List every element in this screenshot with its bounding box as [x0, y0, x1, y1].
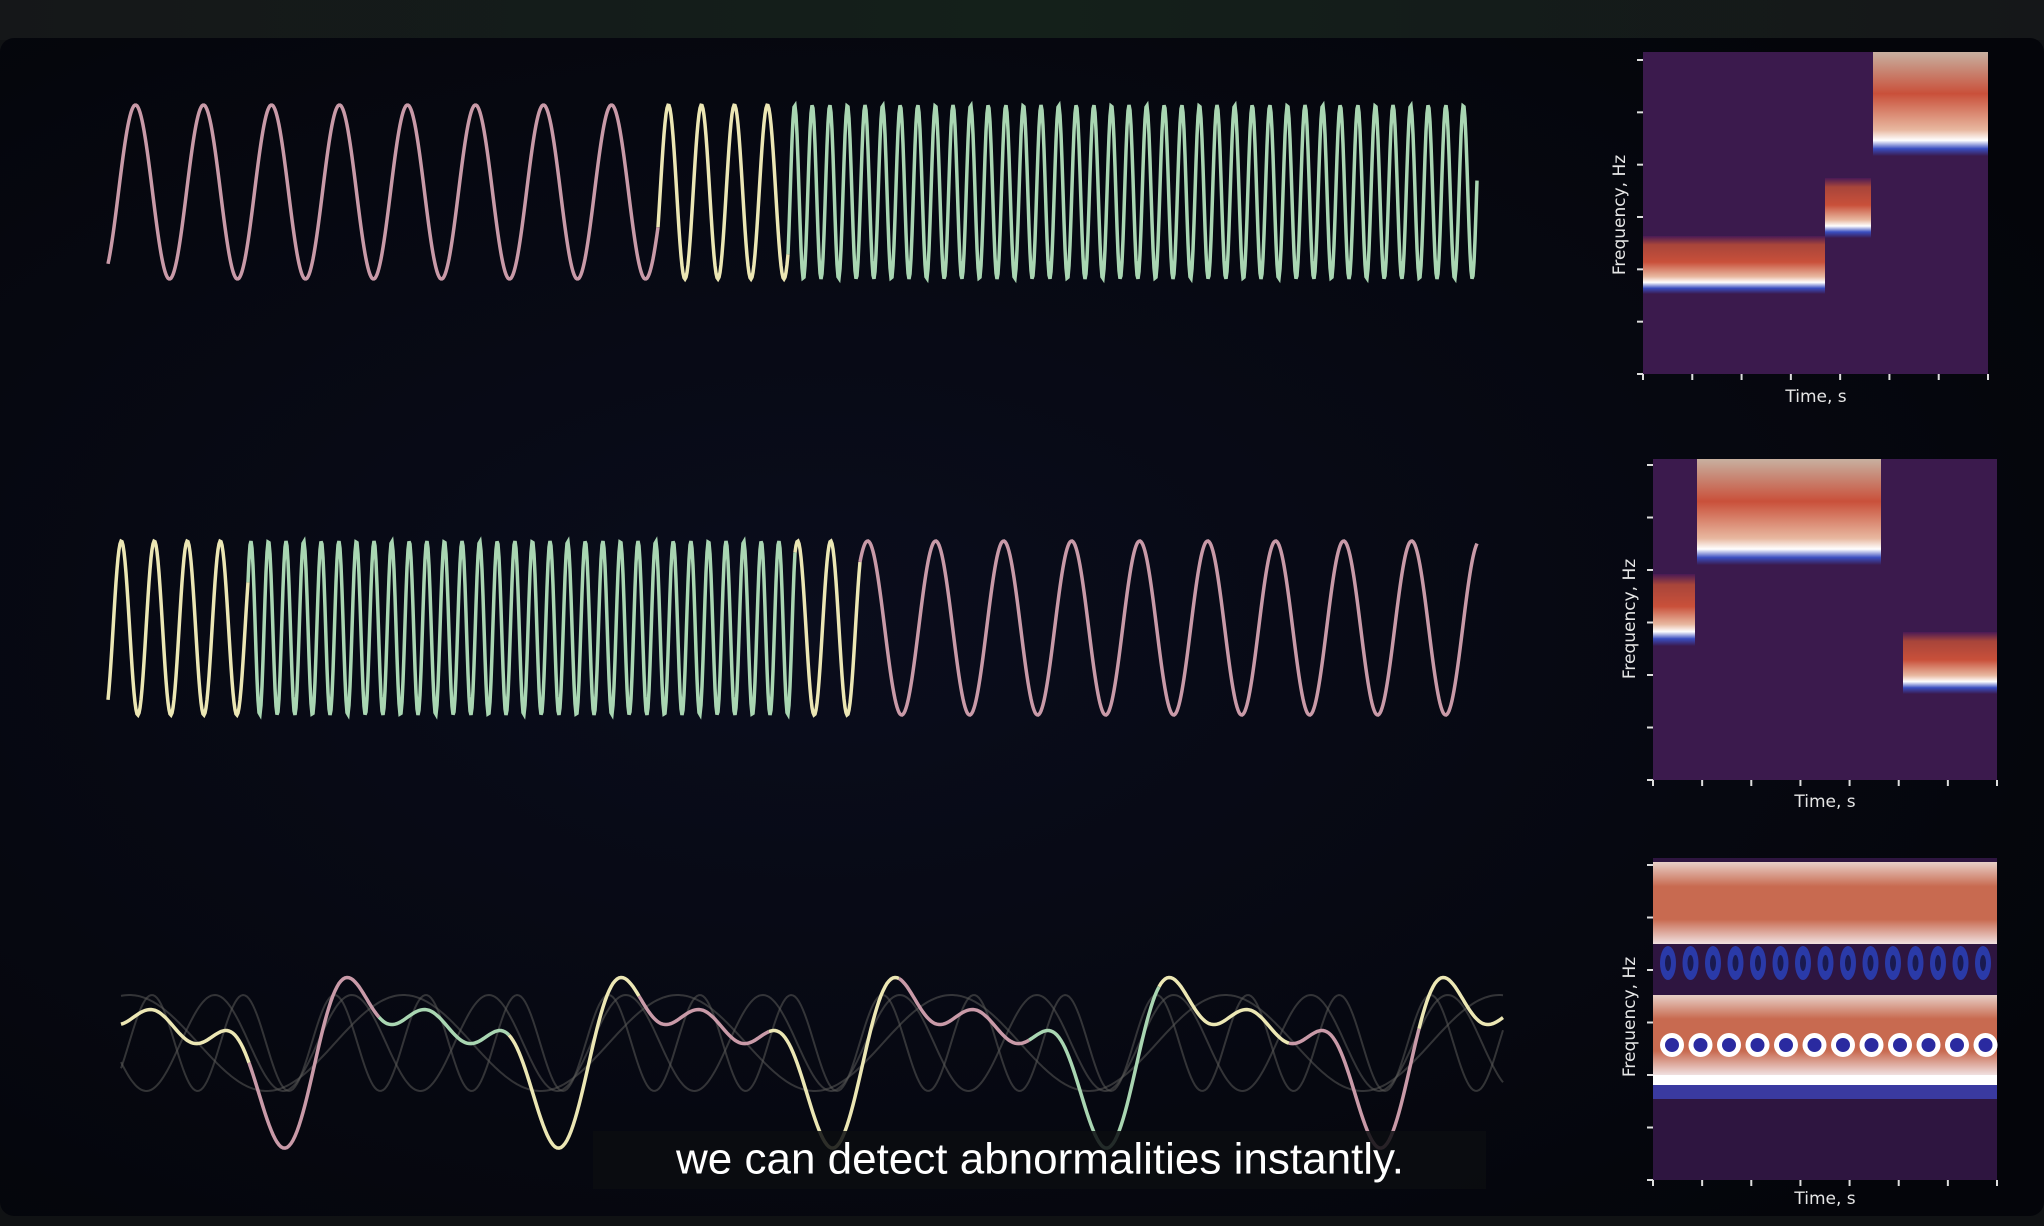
- band-edge: [1653, 1075, 1997, 1085]
- sum-wave: [1157, 975, 1290, 1045]
- sum-wave: [507, 975, 641, 1150]
- blob: [1687, 955, 1694, 971]
- blob: [1665, 955, 1671, 971]
- x-axis-label: Time, s: [1793, 792, 1855, 812]
- sum-wave: [120, 1007, 251, 1064]
- band: [1697, 459, 1881, 565]
- blob: [1779, 1038, 1793, 1052]
- blob: [1755, 955, 1761, 971]
- band: [1653, 995, 1997, 1075]
- blob: [1950, 1038, 1964, 1052]
- band: [1653, 574, 1695, 646]
- blob: [1807, 1038, 1822, 1052]
- blob: [1935, 955, 1941, 971]
- band: [1825, 178, 1871, 238]
- spectrogram-1: Frequency, Hz Time, s: [1610, 52, 1988, 407]
- blob: [1957, 955, 1964, 971]
- blob: [1921, 1038, 1936, 1052]
- blob: [1978, 1038, 1993, 1052]
- blob: [1822, 955, 1829, 971]
- blob: [1710, 955, 1716, 971]
- y-axis-label: Frequency, Hz: [1610, 155, 1630, 275]
- sum-wave: [637, 995, 770, 1046]
- blob: [1845, 955, 1851, 971]
- top-bar: [0, 0, 2044, 40]
- waveform: [246, 536, 797, 720]
- blob: [1867, 955, 1874, 971]
- band: [1643, 236, 1825, 294]
- sum-wave: [1417, 975, 1505, 1030]
- subtitle: we can detect abnormalities instantly.: [675, 1135, 1404, 1184]
- x-axis-label: Time, s: [1793, 1189, 1855, 1209]
- blob: [1750, 1038, 1765, 1052]
- blob: [1893, 1038, 1907, 1052]
- blob: [1665, 1038, 1679, 1052]
- band-edge: [1653, 1085, 1997, 1099]
- blob: [1836, 1038, 1850, 1052]
- sum-wave: [247, 975, 381, 1150]
- band: [1873, 52, 1988, 156]
- component-wave: [120, 993, 1504, 1093]
- waveforms: [106, 100, 1505, 1150]
- sum-wave: [377, 1007, 511, 1046]
- sum-wave: [897, 977, 1030, 1046]
- blob: [1980, 955, 1986, 971]
- blob: [1777, 955, 1784, 971]
- blob: [1890, 955, 1896, 971]
- subtitle-box: [593, 1131, 1486, 1189]
- waveform: [106, 103, 660, 281]
- blob: [1722, 1038, 1736, 1052]
- sum-wave: [1288, 1028, 1421, 1150]
- spectrogram-3: Frequency, Hz Time, s: [1620, 858, 1998, 1209]
- band: [1903, 632, 1997, 694]
- waveform: [656, 103, 790, 283]
- y-axis-label: Frequency, Hz: [1620, 559, 1640, 679]
- blob: [1693, 1038, 1708, 1052]
- x-axis-label: Time, s: [1784, 387, 1846, 407]
- blob: [1912, 955, 1919, 971]
- waveform: [106, 538, 250, 719]
- waveform: [793, 538, 862, 718]
- waveform: [786, 100, 1479, 284]
- blob: [1800, 955, 1806, 971]
- y-axis-label: Frequency, Hz: [1620, 957, 1640, 1077]
- blob: [1732, 955, 1739, 971]
- waveform: [858, 539, 1479, 717]
- spectrogram-2: Frequency, Hz Time, s: [1620, 459, 1997, 812]
- blob: [1864, 1038, 1879, 1052]
- band: [1653, 862, 1997, 944]
